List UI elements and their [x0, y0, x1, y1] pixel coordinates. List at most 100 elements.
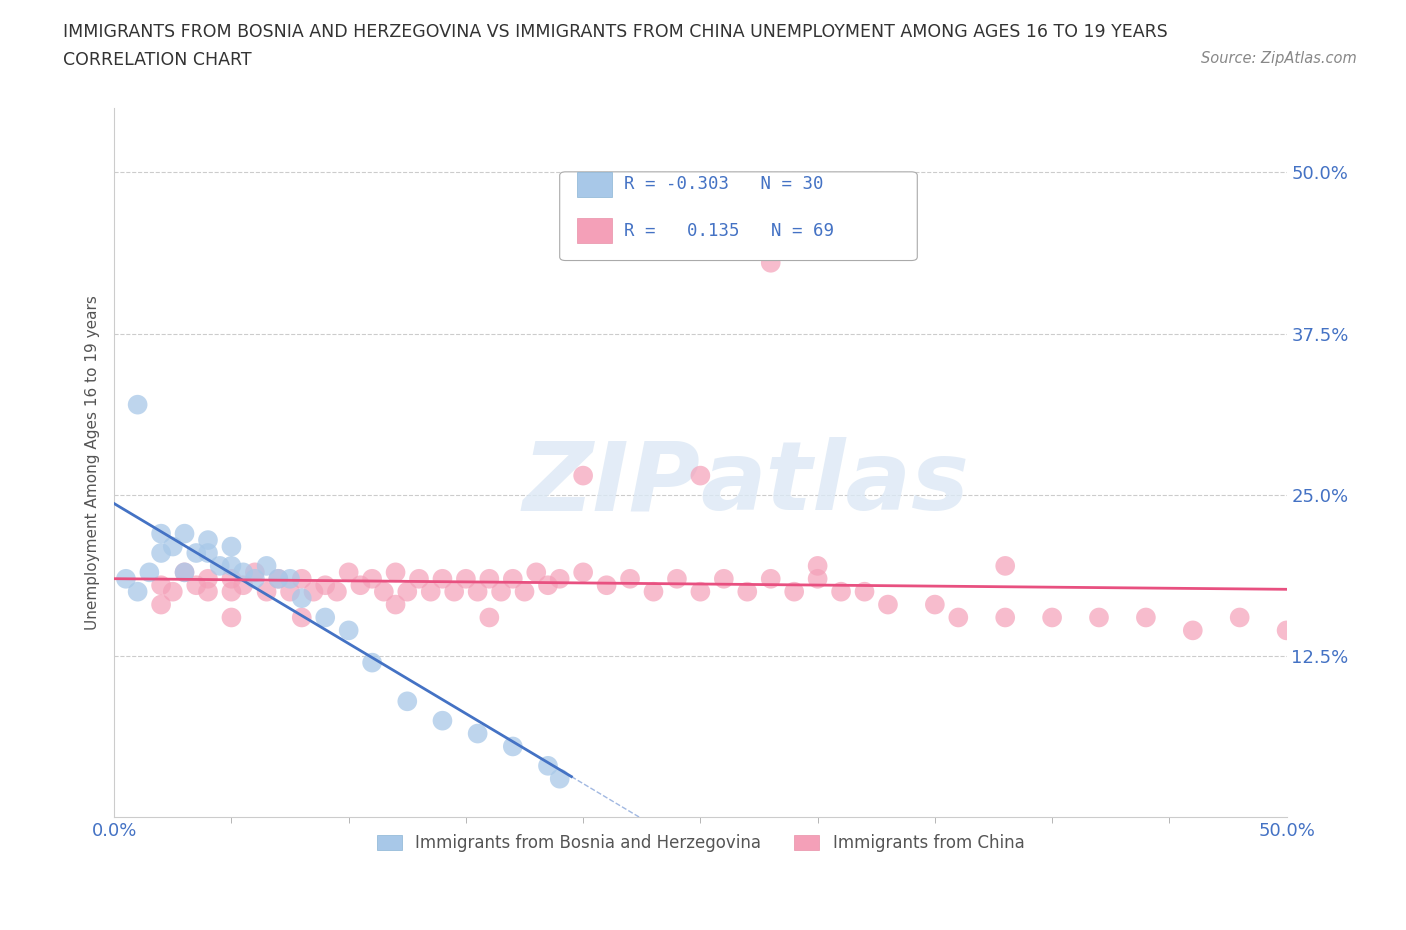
Point — [221, 571, 243, 586]
Point — [278, 584, 301, 599]
Point — [759, 571, 782, 586]
Point — [689, 584, 711, 599]
Point — [524, 565, 547, 579]
Point — [830, 584, 852, 599]
Point — [572, 468, 595, 483]
Point — [173, 526, 195, 541]
Point — [186, 578, 208, 592]
Point — [994, 610, 1017, 625]
Point — [1088, 610, 1111, 625]
Point — [1040, 610, 1063, 625]
FancyBboxPatch shape — [578, 172, 613, 196]
Point — [783, 584, 806, 599]
Point — [537, 758, 560, 773]
Point — [326, 584, 349, 599]
Point — [735, 584, 758, 599]
FancyBboxPatch shape — [560, 172, 917, 260]
Point — [408, 571, 430, 586]
Point — [689, 468, 711, 483]
Point — [877, 597, 900, 612]
Point — [454, 571, 477, 586]
Point — [713, 571, 735, 586]
FancyBboxPatch shape — [578, 218, 613, 243]
Point — [150, 578, 173, 592]
Text: CORRELATION CHART: CORRELATION CHART — [63, 51, 252, 69]
Point — [807, 558, 830, 573]
Point — [384, 597, 406, 612]
Point — [162, 539, 184, 554]
Point — [208, 558, 231, 573]
Point — [221, 610, 243, 625]
Point — [150, 526, 173, 541]
Legend: Immigrants from Bosnia and Herzegovina, Immigrants from China: Immigrants from Bosnia and Herzegovina, … — [370, 828, 1031, 858]
Text: IMMIGRANTS FROM BOSNIA AND HERZEGOVINA VS IMMIGRANTS FROM CHINA UNEMPLOYMENT AMO: IMMIGRANTS FROM BOSNIA AND HERZEGOVINA V… — [63, 23, 1168, 41]
Point — [537, 578, 560, 592]
Text: ZIP: ZIP — [523, 437, 700, 530]
Point — [267, 571, 290, 586]
Point — [396, 694, 419, 709]
Point — [807, 571, 830, 586]
Point — [173, 565, 195, 579]
Point — [314, 610, 336, 625]
Point — [197, 533, 219, 548]
Point — [197, 584, 219, 599]
Point — [643, 584, 665, 599]
Y-axis label: Unemployment Among Ages 16 to 19 years: Unemployment Among Ages 16 to 19 years — [86, 295, 100, 631]
Point — [419, 584, 441, 599]
Point — [924, 597, 946, 612]
Text: R = -0.303   N = 30: R = -0.303 N = 30 — [624, 175, 824, 193]
Point — [548, 771, 571, 786]
Point — [197, 571, 219, 586]
Point — [665, 571, 688, 586]
Point — [162, 584, 184, 599]
Point — [337, 565, 360, 579]
Point — [291, 591, 314, 605]
Point — [221, 558, 243, 573]
Point — [994, 558, 1017, 573]
Point — [232, 565, 254, 579]
Point — [513, 584, 536, 599]
Point — [256, 558, 278, 573]
Point — [150, 546, 173, 561]
Point — [467, 726, 489, 741]
Point — [478, 571, 501, 586]
Point — [349, 578, 371, 592]
Point — [443, 584, 465, 599]
Point — [432, 571, 454, 586]
Text: atlas: atlas — [700, 437, 969, 530]
Point — [186, 546, 208, 561]
Point — [361, 571, 384, 586]
Point — [337, 623, 360, 638]
Point — [221, 539, 243, 554]
Point — [243, 565, 266, 579]
Point — [291, 571, 314, 586]
Point — [197, 546, 219, 561]
Point — [502, 739, 524, 754]
Point — [1135, 610, 1157, 625]
Point — [361, 656, 384, 671]
Point — [489, 584, 512, 599]
Point — [302, 584, 325, 599]
Point — [1229, 610, 1251, 625]
Point — [256, 584, 278, 599]
Point — [278, 571, 301, 586]
Point — [572, 565, 595, 579]
Point — [432, 713, 454, 728]
Point — [478, 610, 501, 625]
Point — [595, 578, 617, 592]
Point — [396, 584, 419, 599]
Point — [173, 565, 195, 579]
Point — [384, 565, 406, 579]
Point — [1275, 623, 1298, 638]
Point — [502, 571, 524, 586]
Point — [948, 610, 970, 625]
Point — [243, 571, 266, 586]
Point — [467, 584, 489, 599]
Point — [267, 571, 290, 586]
Point — [1181, 623, 1204, 638]
Point — [127, 397, 149, 412]
Point — [373, 584, 395, 599]
Text: Source: ZipAtlas.com: Source: ZipAtlas.com — [1201, 51, 1357, 66]
Text: R =   0.135   N = 69: R = 0.135 N = 69 — [624, 221, 834, 240]
Point — [150, 597, 173, 612]
